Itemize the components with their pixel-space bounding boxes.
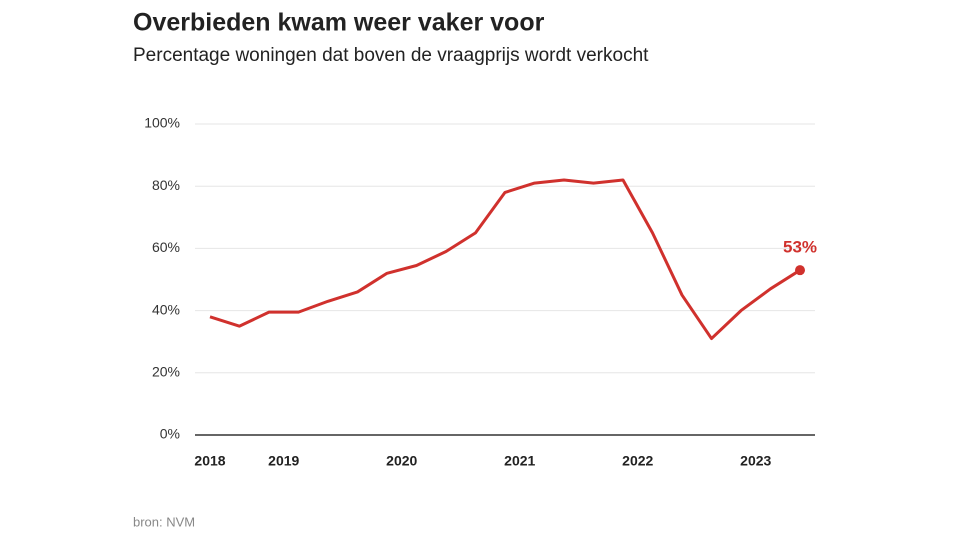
- x-tick-label: 2020: [386, 453, 417, 469]
- y-tick-label: 100%: [144, 115, 180, 131]
- source: bron: NVM: [133, 514, 195, 529]
- chart-title: Overbieden kwam weer vaker voor: [133, 9, 545, 37]
- y-tick-label: 20%: [152, 364, 180, 380]
- x-tick-label: 2018: [194, 453, 225, 469]
- end-point: [795, 265, 805, 276]
- y-tick-label: 60%: [152, 239, 180, 255]
- y-tick-label: 40%: [152, 301, 180, 317]
- x-tick-label: 2022: [622, 453, 653, 469]
- value-label: 53%: [783, 238, 817, 257]
- y-tick-label: 80%: [152, 177, 180, 193]
- line: [209, 178, 801, 341]
- x-tick-label: 2019: [268, 453, 299, 469]
- y-tick-label: 0%: [160, 426, 180, 442]
- chart-subtitle: Percentage woningen dat boven de vraagpr…: [133, 45, 649, 66]
- x-tick-label: 2021: [504, 453, 535, 469]
- x-tick-label: 2023: [740, 453, 771, 469]
